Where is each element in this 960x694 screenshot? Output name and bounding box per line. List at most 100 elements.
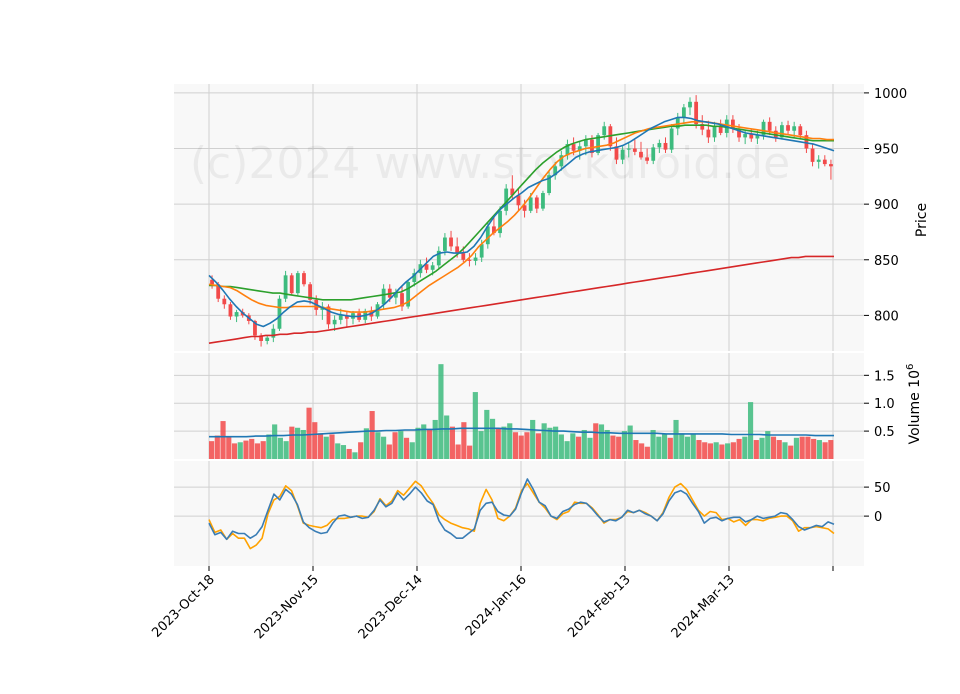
volume-bar bbox=[610, 435, 616, 459]
volume-bar bbox=[702, 442, 708, 459]
candle-up bbox=[577, 146, 582, 151]
volume-bar bbox=[426, 429, 433, 459]
candle-down bbox=[400, 293, 404, 307]
candle-down bbox=[786, 125, 790, 131]
volume-bar bbox=[747, 402, 754, 459]
candle-down bbox=[767, 121, 772, 131]
volume-bar bbox=[421, 424, 427, 459]
candle-up bbox=[412, 273, 417, 283]
ma-short-line bbox=[208, 116, 835, 328]
volume-bar bbox=[696, 440, 702, 459]
candle-up bbox=[816, 159, 821, 162]
volume-bar bbox=[811, 438, 817, 459]
price-y-tick-label: 1000 bbox=[874, 87, 907, 102]
volume-bar bbox=[381, 436, 387, 459]
volume-bar bbox=[644, 446, 650, 459]
volume-bar bbox=[736, 438, 742, 459]
candle-up bbox=[283, 275, 288, 299]
candle-down bbox=[700, 124, 705, 130]
candle-down bbox=[749, 134, 754, 139]
volume-bar bbox=[231, 443, 238, 459]
volume-bar bbox=[249, 438, 255, 459]
volume-bar bbox=[793, 437, 800, 459]
candle-down bbox=[326, 306, 331, 325]
volume-bar bbox=[300, 429, 306, 459]
watermark-text: (c)2024 www.stockdroid.de bbox=[190, 138, 790, 189]
candle-up bbox=[430, 265, 435, 270]
candle-up bbox=[547, 175, 551, 194]
volume-bar bbox=[684, 436, 691, 459]
candle-down bbox=[522, 205, 527, 211]
candle-up bbox=[620, 149, 625, 160]
volume-bar bbox=[822, 442, 828, 459]
volume-bar bbox=[277, 437, 283, 459]
volume-bar bbox=[369, 411, 375, 459]
candle-down bbox=[289, 275, 294, 294]
volume-bar bbox=[673, 419, 679, 459]
volume-bar bbox=[237, 442, 243, 459]
volume-bar bbox=[535, 433, 541, 459]
volume-bar bbox=[312, 422, 318, 459]
volume-bar bbox=[770, 436, 777, 459]
candle-up bbox=[596, 135, 600, 153]
candle-down bbox=[773, 130, 778, 138]
x-tick-label: 2023-Dec-14 bbox=[356, 572, 426, 642]
candle-down bbox=[737, 128, 741, 138]
candle-up bbox=[780, 125, 784, 138]
candle-up bbox=[541, 193, 545, 209]
volume-bar bbox=[323, 436, 329, 459]
price-y-tick-label: 950 bbox=[874, 143, 899, 158]
candle-down bbox=[804, 135, 809, 149]
candle-down bbox=[461, 253, 466, 260]
volume-bar bbox=[295, 427, 301, 459]
candle-up bbox=[669, 128, 674, 150]
volume-bar bbox=[587, 437, 593, 459]
price-y-tick-label: 900 bbox=[874, 198, 899, 213]
candle-up bbox=[651, 147, 656, 161]
candle-down bbox=[590, 139, 594, 153]
candle-down bbox=[302, 273, 306, 285]
volume-bar bbox=[805, 436, 811, 459]
candle-up bbox=[565, 144, 570, 156]
volume-bar bbox=[713, 442, 719, 459]
ma-mid-line bbox=[208, 121, 834, 313]
candle-up bbox=[602, 126, 607, 136]
volume-bar bbox=[432, 419, 438, 459]
volume-bar bbox=[719, 444, 725, 459]
candle-down bbox=[253, 320, 257, 336]
volume-bar bbox=[604, 429, 610, 459]
volume-bar bbox=[375, 432, 381, 459]
volume-bar bbox=[363, 428, 369, 459]
candle-down bbox=[455, 246, 460, 254]
volume-bar bbox=[495, 427, 501, 459]
volume-axis-label: Volume 106 bbox=[905, 364, 923, 445]
volume-bar bbox=[633, 440, 639, 459]
volume-bar bbox=[386, 444, 392, 459]
candle-up bbox=[473, 257, 478, 261]
volume-bar bbox=[553, 426, 559, 459]
volume-bar bbox=[346, 448, 352, 459]
volume-bar bbox=[329, 434, 335, 459]
volume-bar bbox=[518, 435, 524, 459]
volume-bar bbox=[816, 440, 822, 459]
volume-bar bbox=[661, 434, 668, 459]
x-tick-label: 2023-Oct-18 bbox=[149, 572, 217, 640]
volume-bar bbox=[627, 425, 633, 459]
candle-down bbox=[798, 126, 803, 136]
volume-bar bbox=[461, 422, 467, 459]
volume-bar bbox=[541, 423, 547, 459]
candle-down bbox=[510, 188, 515, 196]
candle-down bbox=[706, 129, 711, 138]
oscillator-line-a bbox=[208, 478, 835, 541]
x-tick-label: 2024-Mar-13 bbox=[669, 572, 738, 641]
volume-bar bbox=[501, 426, 507, 459]
price-axis-label: Price bbox=[914, 203, 930, 237]
candle-up bbox=[743, 134, 748, 138]
candle-up bbox=[381, 288, 386, 305]
volume-bar bbox=[530, 419, 536, 459]
candle-up bbox=[583, 139, 588, 147]
candle-down bbox=[222, 298, 227, 305]
candle-down bbox=[639, 151, 643, 158]
candle-up bbox=[761, 121, 766, 136]
candle-down bbox=[718, 126, 723, 133]
